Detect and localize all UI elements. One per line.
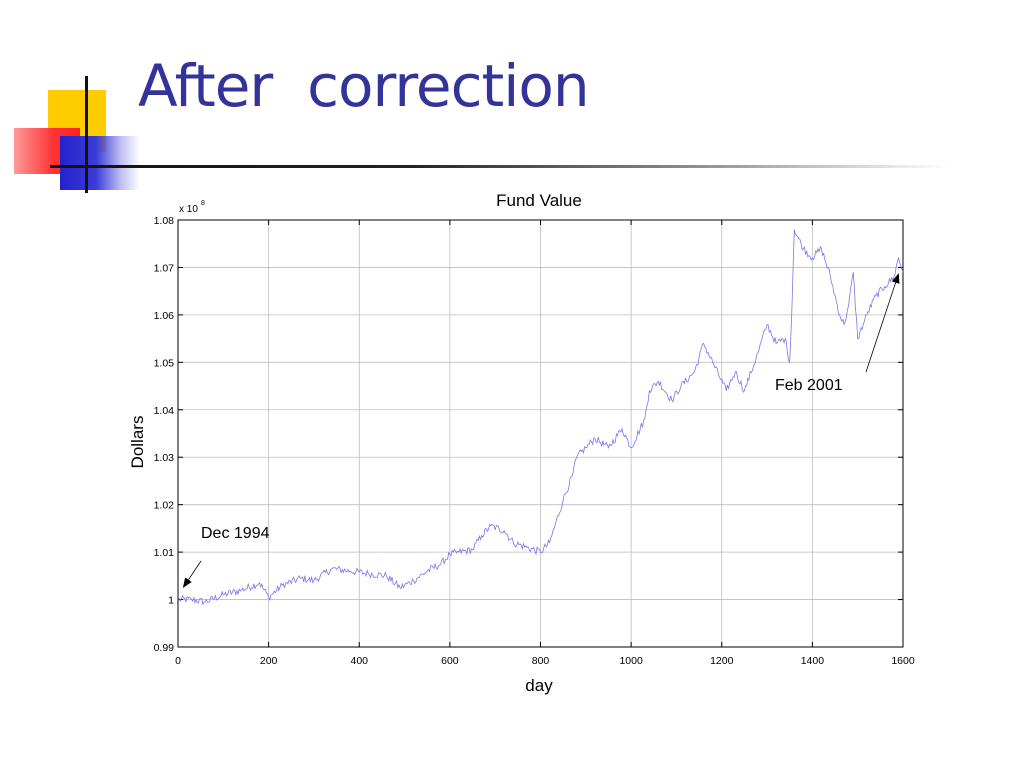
y-tick-label: 1 [168,595,174,607]
x-tick-label: 200 [260,655,278,667]
x-tick-label: 1600 [891,655,915,667]
annotation-arrow [865,273,900,373]
y-axis-label: Dollars [128,416,147,469]
title-underline [50,165,950,168]
x-tick-label: 800 [532,655,550,667]
y-tick-label: 1.04 [154,405,175,417]
fund-value-line [177,229,904,606]
y-tick-label: 1.01 [154,547,175,559]
annotation-label: Feb 2001 [775,377,843,394]
annotation-layer: Dec 1994 Feb 2001 [182,273,900,589]
y-tick-label: 0.99 [154,642,175,654]
y-multiplier: x 10 [179,204,198,215]
x-axis-label: day [525,676,553,695]
slide-title: After correction [138,52,590,120]
decor-blue-square [60,136,140,190]
y-tick-label: 1.03 [154,452,175,464]
ticks-layer: 0 200 400 600 800 1000 1200 1400 1600 0.99 1 1.01 1.… [154,215,915,667]
chart-title: Fund Value [496,191,582,210]
x-tick-label: 400 [350,655,368,667]
x-tick-label: 1000 [619,655,643,667]
x-tick-label: 600 [441,655,459,667]
y-multiplier-exponent: 8 [201,200,205,207]
annotation-label: Dec 1994 [201,525,270,542]
x-tick-label: 1200 [710,655,734,667]
y-tick-label: 1.02 [154,500,175,512]
x-tick-label: 1400 [801,655,825,667]
decor-vertical-line [85,76,88,193]
y-tick-label: 1.05 [154,357,175,369]
x-tick-label: 0 [175,655,181,667]
annotation-arrow [182,560,202,589]
series-layer [177,229,904,606]
y-tick-label: 1.07 [154,262,175,274]
y-tick-label: 1.06 [154,310,175,322]
y-tick-label: 1.08 [154,215,175,227]
